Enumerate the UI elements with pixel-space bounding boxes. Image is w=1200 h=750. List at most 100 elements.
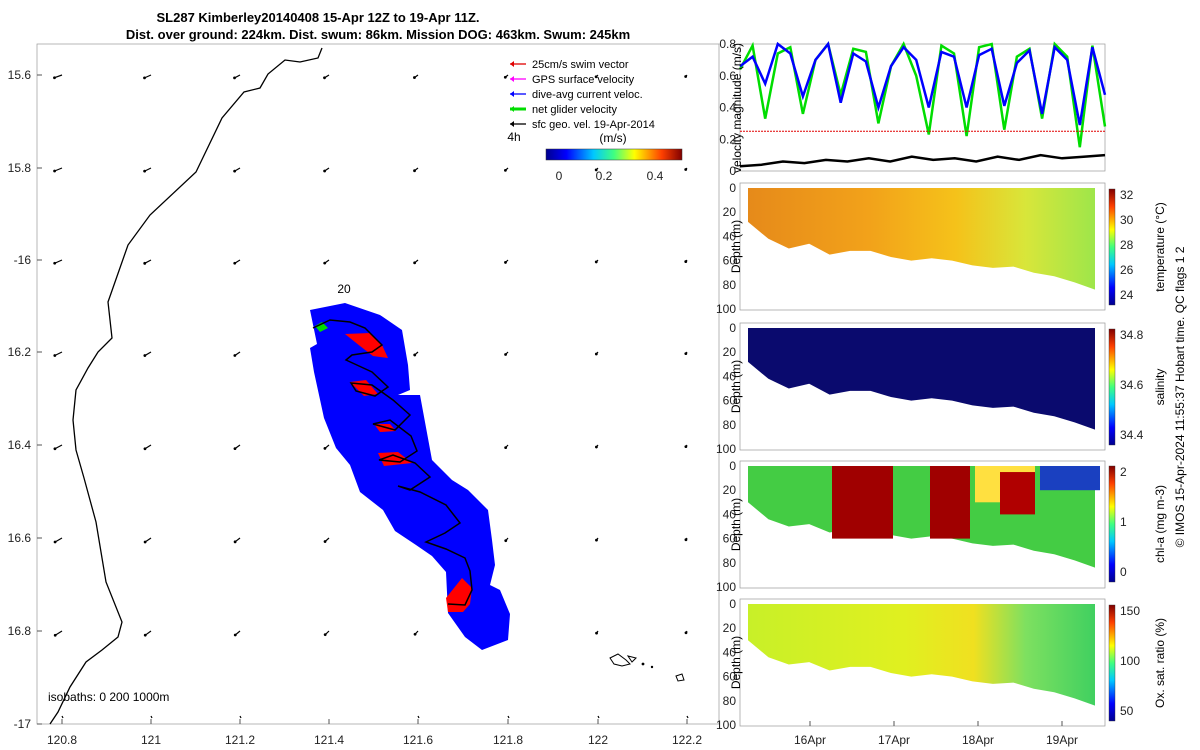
velocity-ytick-label: 0 (729, 164, 736, 178)
island-dot (641, 662, 645, 666)
colorbar-tick-label: 100 (1120, 654, 1140, 668)
surface-velocity-arrow (686, 715, 689, 719)
velocity-series-line (739, 41, 1107, 126)
arrow-head (143, 76, 146, 80)
depth-tick-label: 100 (716, 442, 736, 456)
lon-tick-label: 122.2 (672, 733, 702, 747)
map-legend: 25cm/s swim vector GPS surface velocity di… (510, 59, 655, 131)
map-panel: 20 4h 25cm/s swim vector GPS surface velo… (8, 43, 720, 747)
colorbar-tick-label: 34.6 (1120, 378, 1144, 392)
depth-ylabel: Depth (m) (729, 220, 743, 273)
green-glider-velocity (315, 322, 328, 332)
arrow-head (504, 539, 508, 543)
arrow-head (413, 169, 416, 173)
red-swim-vectors (345, 333, 388, 358)
velocity-yticks: 0 0.2 0.4 0.6 0.8 (719, 37, 736, 178)
arrow-head (413, 632, 417, 636)
velocity-ytick-label: 0.8 (719, 37, 736, 51)
lat-tick-label: -17 (14, 717, 32, 731)
arrow-head (504, 446, 508, 450)
depth-tick-label: 20 (723, 205, 737, 219)
colorbar-label: Ox. sat. ratio (%) (1153, 618, 1167, 708)
surface-velocity-arrow (507, 715, 510, 719)
arrow-head (504, 353, 507, 356)
depth-tick-label: 40 (723, 229, 737, 243)
arrow-head (323, 261, 327, 265)
colorbar-ticks: 0 0.2 0.4 (556, 169, 664, 183)
arrow-head (143, 261, 147, 265)
arrow-head (503, 75, 507, 79)
track-start-marker: 20 (337, 282, 351, 296)
depth-tick-label: 60 (723, 670, 737, 684)
colorbar-tick-label: 0 (556, 169, 563, 183)
arrow-head (684, 538, 688, 542)
arrow-head (323, 76, 326, 80)
arrow-head (53, 354, 57, 357)
lat-tick-label: 15.8 (8, 161, 32, 175)
chla-low-patch (1040, 466, 1100, 491)
arrow-head (594, 260, 598, 264)
arrow-head (143, 633, 147, 637)
map-axis-ticks: 120.8 121 121.2 121.4 121.6 121.8 122 122.2 15.6… (8, 68, 703, 747)
colorbar-title: (m/s) (599, 131, 626, 145)
colorbar-tick-label: 1 (1120, 515, 1127, 529)
depth-tick-label: 20 (723, 621, 737, 635)
arrow-head (684, 260, 688, 263)
velocity-ytick-label: 0.2 (719, 132, 736, 146)
depth-tick-label: 0 (729, 181, 736, 195)
arrow-head (413, 76, 416, 79)
surface-velocity-arrow (61, 715, 64, 719)
credit-text: © IMOS 15-Apr-2024 11:55:37 Hobart time.… (1173, 246, 1187, 547)
map-colorbar: (m/s) 0 0.2 0.4 (545, 131, 683, 183)
arrow-head (233, 169, 237, 173)
time-tick-label: 19Apr (1046, 733, 1078, 747)
surface-velocity-arrow (417, 715, 420, 719)
arrow-head (323, 540, 327, 543)
lon-tick-label: 121.4 (314, 733, 344, 747)
section-panel: 0 20 40 60 80 100 Depth (m) 150 100 50 Ox. sat. ra… (716, 597, 1167, 732)
lat-tick-label: 16.8 (8, 624, 32, 638)
lon-tick-label: 121 (141, 733, 161, 747)
arrow-head (413, 261, 417, 265)
velocity-ytick-label: 0.6 (719, 69, 736, 83)
lat-tick-label: 16.2 (8, 345, 32, 359)
arrow-head (323, 447, 327, 450)
arrow-head (413, 353, 417, 357)
legend-label: GPS surface velocity (532, 74, 635, 86)
lon-tick-label: 121.8 (493, 733, 523, 747)
arrow-head (233, 261, 237, 265)
lon-tick-label: 120.8 (47, 733, 77, 747)
depth-tick-label: 40 (723, 369, 737, 383)
time-tick-label: 17Apr (878, 733, 910, 747)
arrow-head (233, 76, 236, 80)
colorbar-tick-label: 0.2 (596, 169, 613, 183)
surface-velocity-arrow (239, 715, 242, 719)
lat-tick-label: 15.6 (8, 68, 32, 82)
lat-tick-label: -16 (14, 253, 32, 267)
island-dot (650, 665, 654, 669)
depth-ylabel: Depth (m) (729, 498, 743, 551)
colorbar-tick-label: 34.4 (1120, 428, 1144, 442)
colorbar-gradient (545, 148, 683, 161)
arrow-head (595, 631, 598, 635)
coastline (49, 47, 323, 725)
arrow-head (53, 76, 56, 80)
depth-ylabel: Depth (m) (729, 636, 743, 689)
colorbar-label: temperature (°C) (1153, 202, 1167, 292)
legend-arrowhead (510, 61, 514, 67)
arrow-head (143, 169, 147, 173)
depth-tick-label: 0 (729, 321, 736, 335)
depth-tick-label: 20 (723, 483, 737, 497)
arrow-head (143, 447, 147, 451)
island-shape (675, 673, 685, 682)
arrow-head (594, 352, 598, 356)
arrow-head (595, 538, 598, 542)
time-tick-label: 18Apr (962, 733, 994, 747)
glider-track (312, 319, 473, 606)
colorbar-tick-label: 34.8 (1120, 328, 1144, 342)
lat-tick-label: 16.6 (8, 531, 32, 545)
surface-velocity-arrow (597, 715, 600, 719)
arrow-head (53, 540, 57, 544)
surface-velocity-arrow (150, 715, 153, 719)
